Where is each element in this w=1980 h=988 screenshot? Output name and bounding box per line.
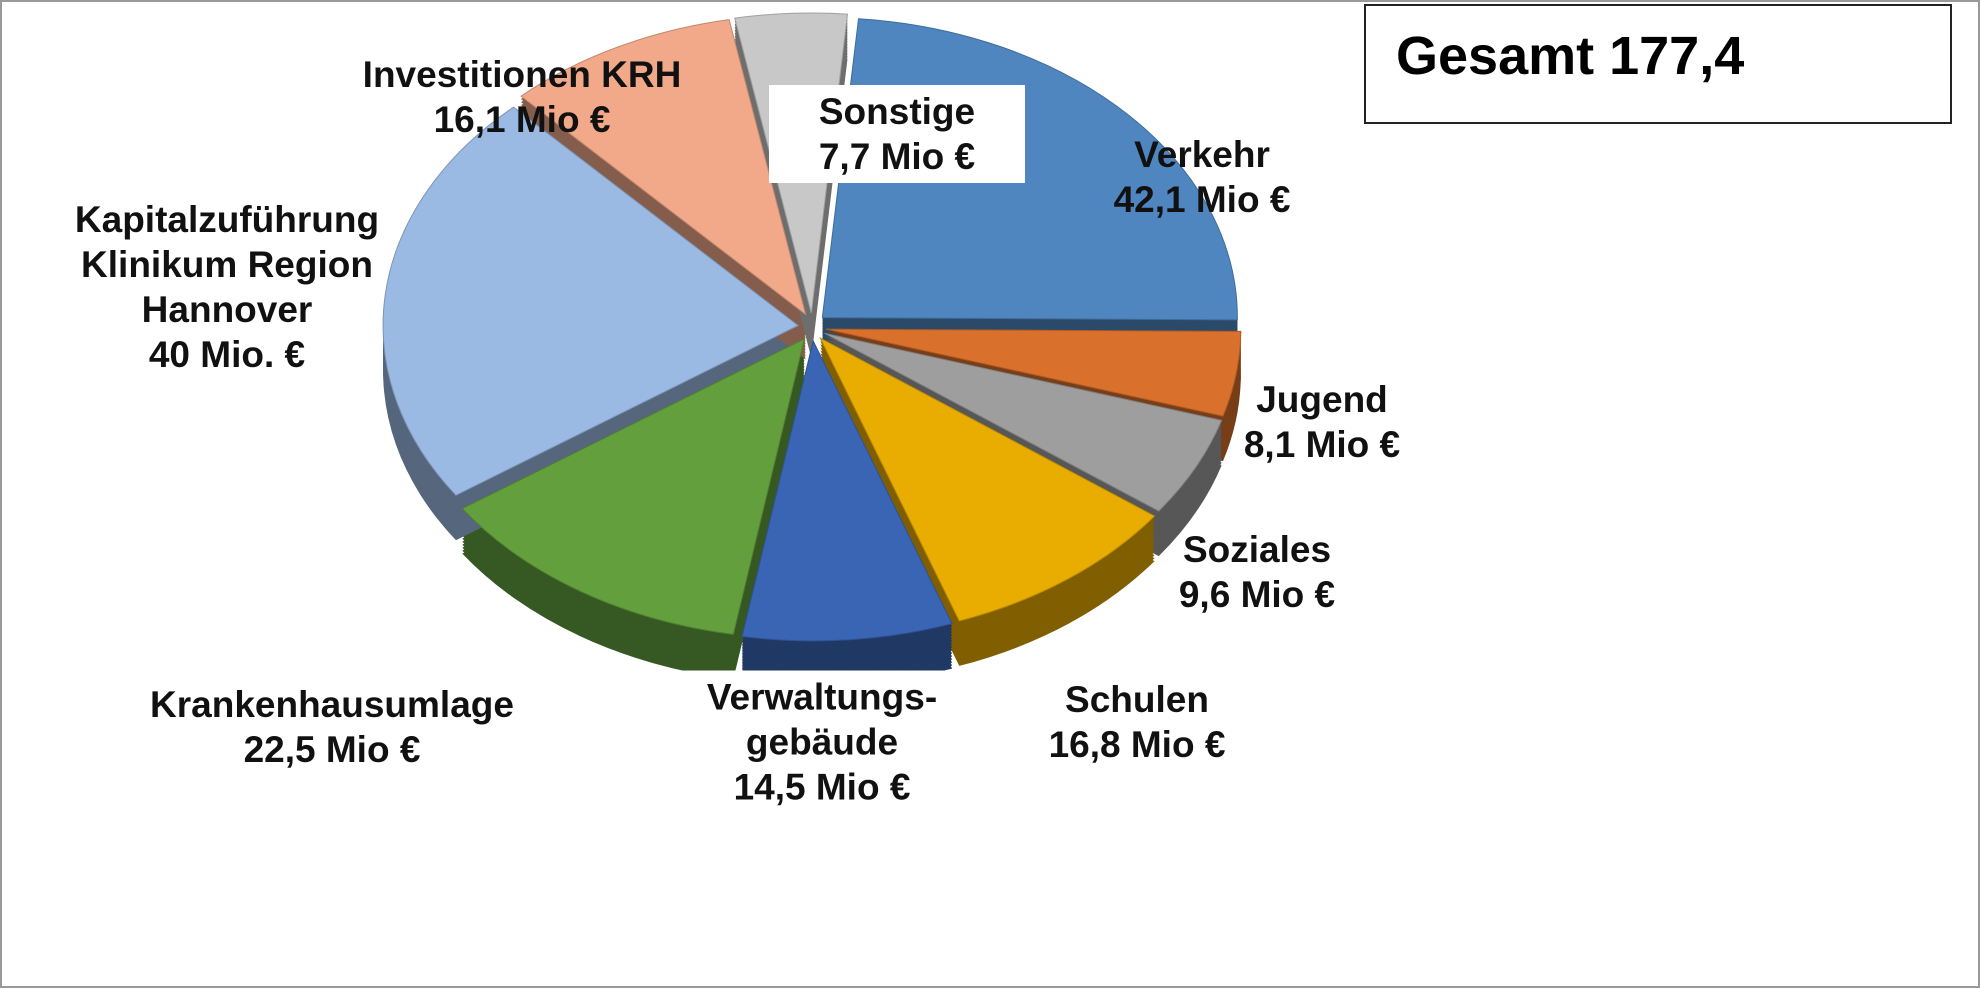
slice bbox=[824, 332, 1223, 512]
slice bbox=[520, 19, 807, 316]
slice-name: Sonstige bbox=[818, 91, 976, 132]
slice-value: 7,7 Mio € bbox=[818, 136, 976, 177]
slice-value: 16,8 Mio € bbox=[1048, 724, 1226, 765]
slice bbox=[819, 337, 1156, 622]
slice-name: Verwaltungs-gebäude bbox=[706, 676, 938, 763]
slice-value: 14,5 Mio € bbox=[733, 766, 911, 808]
slice-value: 22,5 Mio € bbox=[243, 729, 421, 770]
slice bbox=[741, 339, 953, 642]
slice-name: Investitionen KRH bbox=[362, 54, 682, 95]
slice-value: 9,6 Mio € bbox=[1178, 574, 1336, 615]
slice-name: Jugend bbox=[1256, 379, 1388, 420]
data-label: Krankenhausumlage 22,5 Mio € bbox=[92, 682, 572, 772]
slice-value: 16,1 Mio € bbox=[433, 99, 611, 140]
chart-title: Gesamt 177,4 bbox=[1364, 4, 1952, 124]
slice-value: 42,1 Mio € bbox=[1113, 179, 1291, 220]
slice bbox=[461, 337, 806, 635]
slice-name: Schulen bbox=[1065, 679, 1209, 720]
data-label: Soziales 9,6 Mio € bbox=[1127, 527, 1387, 617]
data-label: Sonstige 7,7 Mio € bbox=[769, 85, 1025, 183]
slice-value: 8,1 Mio € bbox=[1243, 424, 1401, 465]
slice bbox=[382, 106, 800, 496]
data-label: Jugend 8,1 Mio € bbox=[1192, 377, 1452, 467]
slice-name: Krankenhausumlage bbox=[150, 684, 514, 725]
data-label: Verwaltungs-gebäude 14,5 Mio € bbox=[664, 670, 980, 814]
data-label: Investitionen KRH 16,1 Mio € bbox=[282, 52, 762, 142]
data-label: Kapitalzuführung Klinikum Region Hannove… bbox=[17, 197, 437, 377]
slice-value: 40 Mio. € bbox=[148, 334, 306, 375]
slice bbox=[825, 328, 1242, 417]
data-label: Schulen 16,8 Mio € bbox=[1007, 677, 1267, 767]
slice-name: Verkehr bbox=[1134, 134, 1270, 175]
data-label: Verkehr 42,1 Mio € bbox=[1022, 132, 1382, 222]
slice-name: Soziales bbox=[1182, 529, 1332, 570]
slice-name: Kapitalzuführung Klinikum Region Hannove… bbox=[74, 199, 380, 330]
